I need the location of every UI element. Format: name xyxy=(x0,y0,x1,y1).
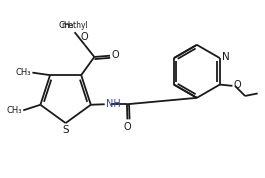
Text: O: O xyxy=(112,50,119,60)
Text: S: S xyxy=(62,125,69,135)
Text: O: O xyxy=(81,32,89,42)
Text: CH₃: CH₃ xyxy=(59,21,74,30)
Text: CH₃: CH₃ xyxy=(6,106,22,115)
Text: methyl: methyl xyxy=(61,21,88,30)
Text: CH₃: CH₃ xyxy=(16,68,31,77)
Text: NH: NH xyxy=(106,99,121,109)
Text: O: O xyxy=(123,122,131,132)
Text: N: N xyxy=(222,52,230,62)
Text: O: O xyxy=(234,80,241,90)
